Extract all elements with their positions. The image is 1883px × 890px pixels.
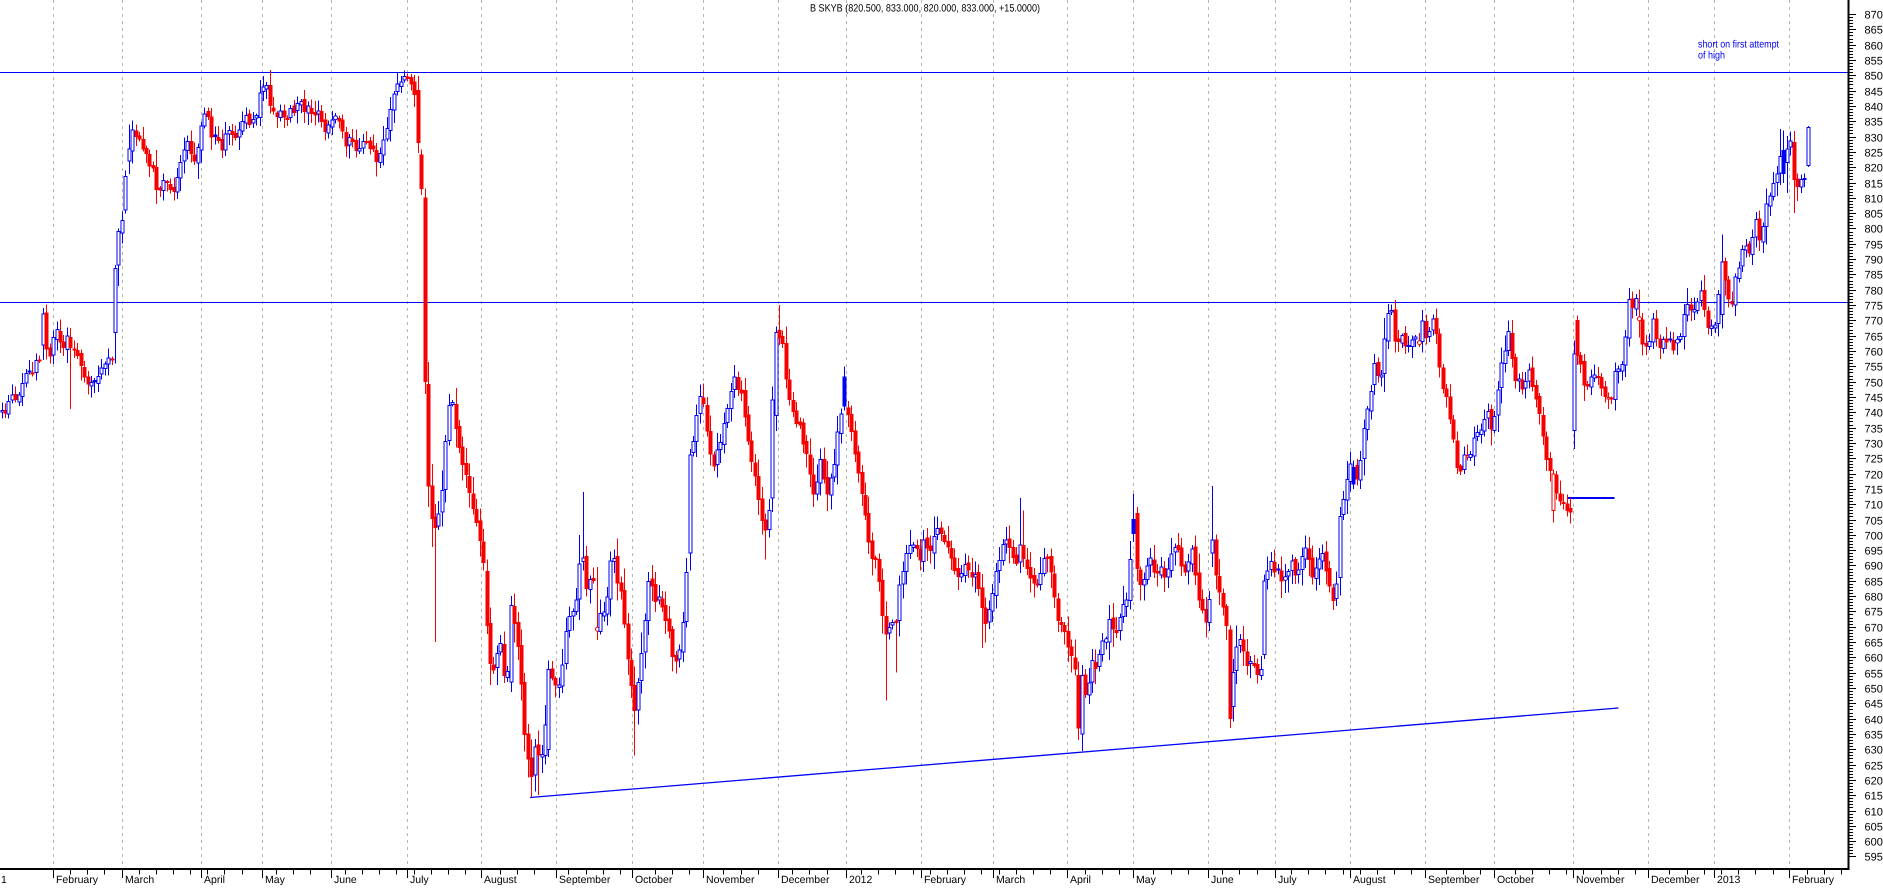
svg-text:March: March	[996, 874, 1025, 885]
svg-text:805: 805	[1865, 209, 1883, 221]
svg-text:April: April	[204, 874, 225, 885]
svg-text:870: 870	[1865, 10, 1883, 22]
svg-text:605: 605	[1865, 822, 1883, 834]
svg-text:B SKYB (820.500, 833.000, 820.: B SKYB (820.500, 833.000, 820.000, 833.0…	[810, 3, 1040, 15]
svg-text:850: 850	[1865, 71, 1883, 83]
svg-text:860: 860	[1865, 41, 1883, 53]
svg-text:685: 685	[1865, 577, 1883, 589]
svg-text:610: 610	[1865, 807, 1883, 819]
svg-text:September: September	[559, 874, 611, 885]
svg-text:760: 760	[1865, 347, 1883, 359]
svg-text:675: 675	[1865, 607, 1883, 619]
svg-text:short on first attempt: short on first attempt	[1698, 39, 1779, 51]
svg-text:April: April	[1070, 874, 1091, 885]
svg-text:815: 815	[1865, 179, 1883, 191]
svg-text:765: 765	[1865, 332, 1883, 344]
svg-text:725: 725	[1865, 454, 1883, 466]
svg-text:840: 840	[1865, 102, 1883, 114]
svg-text:780: 780	[1865, 286, 1883, 298]
svg-text:820: 820	[1865, 163, 1883, 175]
svg-text:September: September	[1428, 874, 1480, 885]
svg-text:May: May	[265, 874, 286, 885]
svg-text:855: 855	[1865, 56, 1883, 68]
svg-text:670: 670	[1865, 623, 1883, 635]
svg-text:2013: 2013	[1717, 874, 1741, 885]
svg-text:740: 740	[1865, 408, 1883, 420]
svg-text:730: 730	[1865, 439, 1883, 451]
svg-text:December: December	[781, 874, 830, 885]
svg-text:2012: 2012	[849, 874, 873, 885]
svg-text:790: 790	[1865, 255, 1883, 267]
svg-text:735: 735	[1865, 424, 1883, 436]
svg-text:705: 705	[1865, 516, 1883, 528]
svg-text:620: 620	[1865, 776, 1883, 788]
svg-text:635: 635	[1865, 730, 1883, 742]
svg-text:March: March	[125, 874, 154, 885]
svg-text:865: 865	[1865, 25, 1883, 37]
svg-text:770: 770	[1865, 316, 1883, 328]
svg-text:845: 845	[1865, 87, 1883, 99]
svg-text:785: 785	[1865, 270, 1883, 282]
svg-text:June: June	[334, 874, 357, 885]
svg-text:800: 800	[1865, 224, 1883, 236]
svg-text:February: February	[1792, 874, 1835, 885]
svg-text:October: October	[1497, 874, 1535, 885]
svg-text:640: 640	[1865, 715, 1883, 727]
svg-text:600: 600	[1865, 837, 1883, 849]
svg-text:665: 665	[1865, 638, 1883, 650]
svg-text:745: 745	[1865, 393, 1883, 405]
svg-text:720: 720	[1865, 470, 1883, 482]
svg-text:November: November	[1576, 874, 1625, 885]
svg-text:830: 830	[1865, 133, 1883, 145]
svg-text:July: July	[1278, 874, 1297, 885]
svg-text:October: October	[635, 874, 673, 885]
svg-text:795: 795	[1865, 240, 1883, 252]
svg-text:August: August	[1353, 874, 1386, 885]
svg-text:655: 655	[1865, 669, 1883, 681]
svg-text:630: 630	[1865, 745, 1883, 757]
svg-text:595: 595	[1865, 852, 1883, 864]
svg-text:625: 625	[1865, 761, 1883, 773]
svg-text:645: 645	[1865, 699, 1883, 711]
svg-text:May: May	[1136, 874, 1157, 885]
svg-text:680: 680	[1865, 592, 1883, 604]
svg-text:660: 660	[1865, 653, 1883, 665]
svg-text:810: 810	[1865, 194, 1883, 206]
svg-text:December: December	[1651, 874, 1700, 885]
svg-text:710: 710	[1865, 500, 1883, 512]
svg-text:February: February	[924, 874, 967, 885]
svg-text:615: 615	[1865, 791, 1883, 803]
svg-text:690: 690	[1865, 561, 1883, 573]
svg-text:February: February	[56, 874, 99, 885]
svg-text:750: 750	[1865, 378, 1883, 390]
svg-text:of high: of high	[1698, 50, 1725, 62]
svg-text:July: July	[410, 874, 429, 885]
svg-text:715: 715	[1865, 485, 1883, 497]
svg-text:1: 1	[1, 874, 7, 885]
svg-text:695: 695	[1865, 546, 1883, 558]
svg-text:825: 825	[1865, 148, 1883, 160]
svg-text:August: August	[484, 874, 517, 885]
svg-text:November: November	[706, 874, 755, 885]
svg-text:650: 650	[1865, 684, 1883, 696]
svg-text:755: 755	[1865, 362, 1883, 374]
svg-text:835: 835	[1865, 117, 1883, 129]
svg-text:775: 775	[1865, 301, 1883, 313]
svg-text:June: June	[1211, 874, 1234, 885]
svg-text:700: 700	[1865, 531, 1883, 543]
